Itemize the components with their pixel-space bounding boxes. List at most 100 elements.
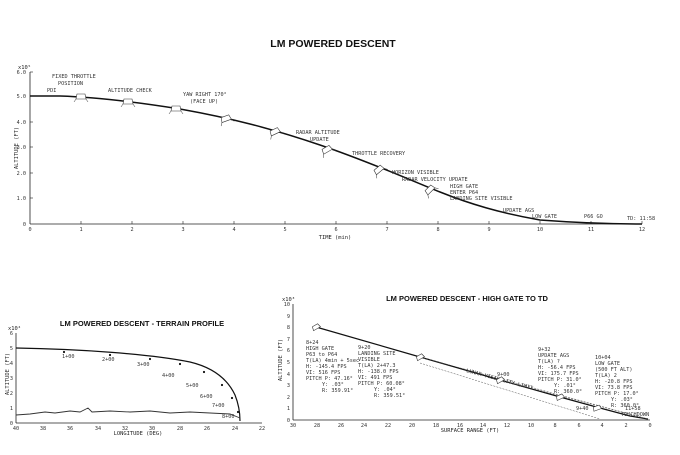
block-line: H: -20.8 FPS [595,379,632,385]
terrain-y-tick: 2 [10,391,13,397]
terrain-x-tick: 28 [177,426,183,432]
lm-icon [593,404,602,412]
highgate-title: LM POWERED DESCENT - HIGH GATE TO TD [386,294,548,303]
highgate-x-tick: 14 [480,423,486,429]
main-descent-trajectory [30,95,643,225]
main-title: LM POWERED DESCENT [270,38,396,50]
terrain-y-exponent: x10⁴ [8,325,21,332]
terrain-y-tick: 0 [10,421,13,427]
terrain-x-tick: 30 [149,426,155,432]
main-y-tick: 6.0 [17,70,26,76]
block-line: (500 FT ALT) [595,367,632,373]
main-chart: LM POWERED DESCENT x10⁵ ALTITUDE (FT) TI… [14,38,655,241]
lm-icon [120,98,136,108]
highgate-y-tick: 3 [287,383,290,389]
lm-icon [312,323,321,332]
highgate-markers [312,323,602,412]
terrain-y-tick: 4 [10,361,13,367]
block-line: 9+20 [358,345,371,351]
terrain-x-tick: 36 [67,426,73,432]
block-line: Y: .03° [322,382,344,388]
main-x-tick: 9 [487,227,490,233]
terrain-point [220,383,224,387]
highgate-x-tick: 6 [577,423,580,429]
lm-icon [220,114,235,127]
block-line: 9+32 [538,347,551,353]
block-line: R: 359.51° [374,393,405,399]
annotation-horizon-visible: HORIZON VISIBLE [392,170,439,176]
terrain-point [148,357,152,361]
highgate-x-ticks: 30 28 26 24 22 20 18 16 14 12 10 8 6 4 2… [290,423,652,429]
highgate-visibility-line [419,356,649,420]
highgate-y-tick: 6 [287,348,290,354]
lm-icon [269,127,284,140]
block-line: HIGH GATE [306,346,334,352]
terrain-point [230,396,234,400]
terrain-points [62,350,240,414]
main-x-axis-label: TIME (min) [319,235,351,241]
annotation-p66-go: P66 GO [584,214,603,220]
lm-icon [168,105,184,115]
block-line: PITCH P: 60.08° [358,381,405,387]
main-x-tick: 11 [588,227,594,233]
annotation-altitude-check: ALTITUDE CHECK [108,88,153,94]
lm-icon [556,393,565,401]
terrain-point-label: 4+00 [162,373,175,379]
highgate-point-label: 9+00 [497,372,510,378]
main-x-tick: 5 [283,227,286,233]
highgate-y-axis-label: ALTITUDE (FT) [278,339,284,381]
block-line: PITCH P: 17.0° [595,391,639,397]
highgate-point-label: 9+40 [576,406,589,412]
highgate-y-ticks: 0 1 2 3 4 5 6 7 8 9 10 [284,302,290,424]
highgate-x-tick: 26 [338,423,344,429]
highgate-x-tick: 12 [504,423,510,429]
lm-icon [373,164,388,179]
main-lm-markers [73,93,439,199]
block-line: H: -138.0 FPS [358,369,399,375]
highgate-y-tick: 5 [287,360,290,366]
highgate-x-tick: 22 [385,423,391,429]
main-y-tick: 5.0 [17,94,26,100]
main-x-tick: 12 [639,227,645,233]
block-line: R: 360.0° [611,403,639,409]
block-line: VI: 516 FPS [306,370,340,376]
highgate-block-update-ags: 9+32 UPDATE AGS T(LA) ? H: -56.4 FPS VI:… [538,347,582,395]
highgate-end-label: TOUCHDOWN [621,412,649,418]
annotation-radar-velocity: RADAR VELOCITY UPDATE [402,177,468,183]
main-annotations: FIXED THROTTLE POSITION PDI ALTITUDE CHEC… [47,74,655,222]
terrain-x-tick: 34 [95,426,101,432]
highgate-block-low-gate: 10+04 LOW GATE (500 FT ALT) T(LA) 2 H: -… [595,355,639,409]
main-y-tick: 0 [23,222,26,228]
highgate-y-tick: 7 [287,337,290,343]
terrain-point-label: 8+00 [222,414,235,420]
terrain-x-tick: 40 [13,426,19,432]
main-x-tick: 3 [181,227,184,233]
terrain-point [202,370,206,374]
highgate-x-tick: 24 [361,423,367,429]
block-line: T(LA) 4min + 5sec [306,358,359,364]
terrain-point-label: 7+00 [212,403,225,409]
block-line: R: 360.0° [554,389,582,395]
lm-icon [321,145,336,158]
highgate-y-tick: 4 [287,372,290,378]
main-x-tick: 6 [334,227,337,233]
terrain-x-tick: 32 [122,426,128,432]
block-line: T(LA) 2+47.3 [358,363,395,369]
terrain-point [236,410,240,414]
highgate-y-tick: 10 [284,302,290,308]
terrain-point [108,353,112,357]
block-line: LANDING SITE [358,351,395,357]
main-x-tick: 0 [28,227,31,233]
block-line: Y: .03° [611,397,633,403]
block-line: VI: 73.8 FPS [595,385,632,391]
main-y-axis-label: ALTITUDE (FT) [14,127,20,169]
highgate-x-tick: 8 [553,423,556,429]
annotation-pdi: PDI [47,88,56,94]
highgate-x-tick: 18 [433,423,439,429]
annotation-high-gate: HIGH GATE ENTER P64 LANDING SITE VISIBLE [450,184,512,202]
highgate-x-tick: 2 [624,423,627,429]
terrain-point [178,362,182,366]
block-line: 8+24 [306,340,319,346]
highgate-y-tick: 0 [287,418,290,424]
highgate-x-tick: 20 [409,423,415,429]
